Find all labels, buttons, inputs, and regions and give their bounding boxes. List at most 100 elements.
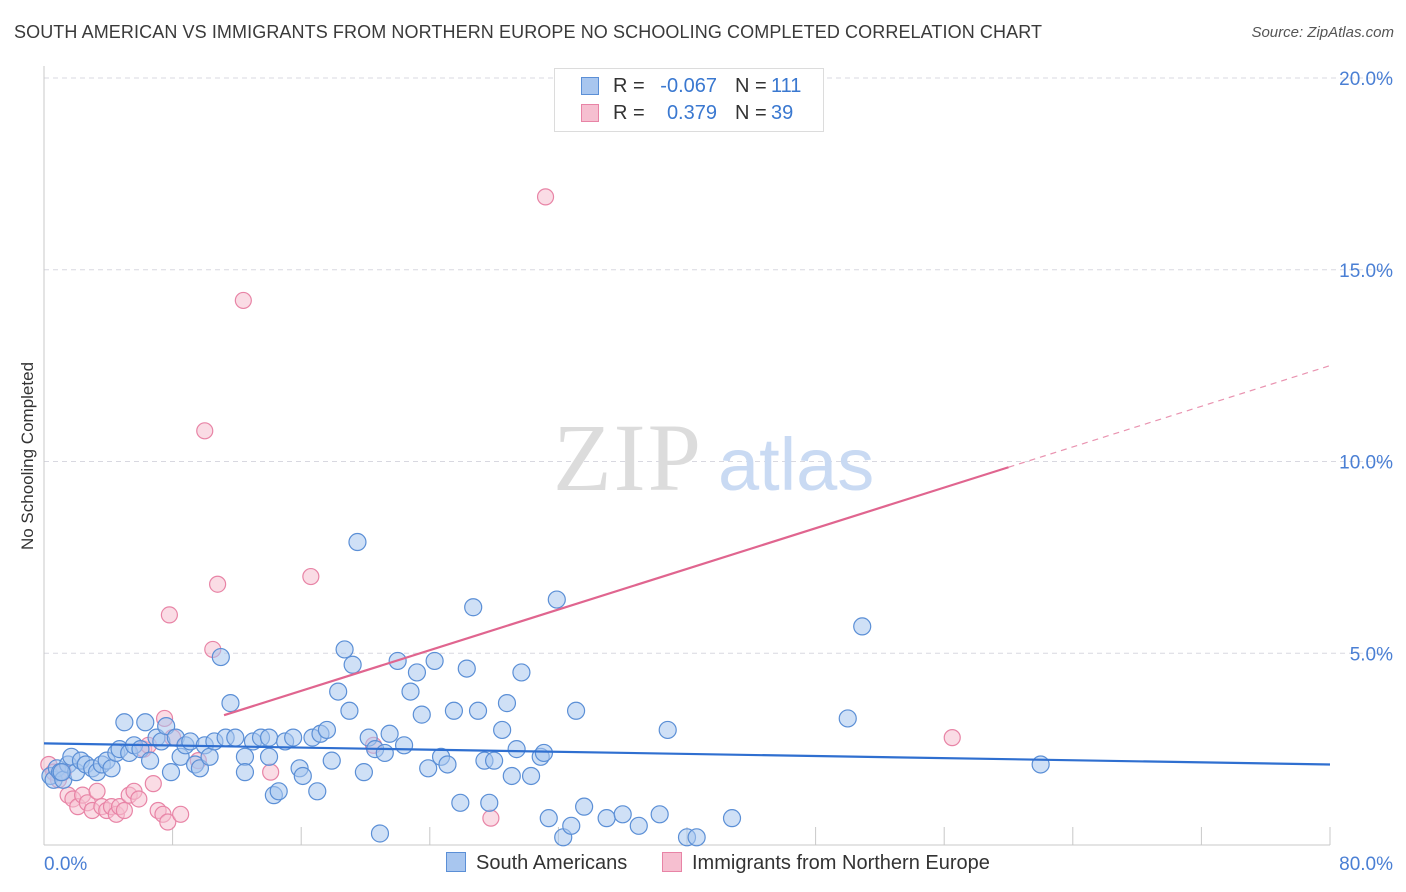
legend-swatch-pink bbox=[581, 104, 599, 122]
data-point-south-americans bbox=[412, 705, 431, 724]
data-point-south-americans bbox=[597, 809, 616, 828]
data-point-south-americans bbox=[259, 728, 279, 747]
data-point-south-americans bbox=[853, 617, 872, 636]
legend-r-label: R = bbox=[613, 102, 645, 124]
trend-line-northern-europe-extension bbox=[1008, 365, 1331, 468]
data-point-south-americans bbox=[317, 720, 337, 740]
y-tick-label: 5.0% bbox=[1350, 644, 1393, 665]
chart-title: SOUTH AMERICAN VS IMMIGRANTS FROM NORTHE… bbox=[14, 22, 1043, 42]
series-south-americans bbox=[41, 532, 1050, 847]
data-point-south-americans bbox=[343, 655, 362, 674]
data-point-south-americans bbox=[480, 793, 499, 812]
data-point-south-americans bbox=[438, 755, 457, 774]
data-point-south-americans bbox=[115, 713, 134, 732]
data-point-south-americans bbox=[521, 766, 541, 786]
data-point-northern-europe bbox=[196, 422, 214, 440]
y-tick-label: 15.0% bbox=[1339, 261, 1393, 282]
data-point-south-americans bbox=[534, 743, 554, 763]
bottom-legend-label: Immigrants from Northern Europe bbox=[692, 852, 990, 874]
data-point-south-americans bbox=[284, 728, 303, 747]
data-point-northern-europe bbox=[209, 575, 227, 593]
data-point-south-americans bbox=[419, 759, 438, 778]
data-point-south-americans bbox=[562, 816, 581, 835]
legend-r-value: 0.379 bbox=[666, 102, 717, 124]
data-point-northern-europe bbox=[172, 805, 190, 823]
data-point-south-americans bbox=[308, 782, 327, 801]
data-point-northern-europe bbox=[130, 790, 148, 808]
x-tick-label: 80.0% bbox=[1339, 854, 1393, 875]
data-point-south-americans bbox=[221, 694, 240, 713]
y-tick-label: 10.0% bbox=[1339, 453, 1393, 474]
data-point-south-americans bbox=[650, 805, 669, 824]
grid-lines bbox=[44, 77, 1392, 654]
data-point-south-americans bbox=[468, 701, 488, 720]
data-point-south-americans bbox=[493, 720, 512, 740]
data-point-south-americans bbox=[102, 759, 121, 778]
bottom-legend-swatch-pink bbox=[662, 852, 682, 872]
data-point-northern-europe bbox=[536, 188, 555, 206]
data-point-south-americans bbox=[658, 720, 677, 740]
data-point-south-americans bbox=[451, 793, 470, 812]
source-label: Source: ZipAtlas.com bbox=[1251, 24, 1394, 41]
data-point-south-americans bbox=[512, 663, 531, 682]
data-point-northern-europe bbox=[234, 291, 252, 310]
data-point-south-americans bbox=[507, 740, 526, 759]
data-point-south-americans bbox=[485, 751, 504, 770]
data-point-south-americans bbox=[502, 766, 521, 786]
data-point-south-americans bbox=[375, 743, 394, 763]
data-point-south-americans bbox=[200, 747, 219, 766]
data-point-south-americans bbox=[394, 736, 414, 755]
data-point-south-americans bbox=[722, 809, 742, 828]
data-point-south-americans bbox=[370, 824, 390, 843]
data-point-south-americans bbox=[161, 763, 181, 782]
data-point-south-americans bbox=[293, 766, 312, 786]
data-point-south-americans bbox=[407, 663, 427, 682]
data-point-south-americans bbox=[348, 532, 367, 552]
legend-r-label: R = bbox=[613, 75, 645, 97]
trend-lines bbox=[43, 365, 1331, 766]
data-point-south-americans bbox=[235, 763, 255, 782]
data-point-south-americans bbox=[566, 701, 586, 720]
bottom-legend-northern-europe: Immigrants from Northern Europe bbox=[662, 852, 990, 875]
data-point-northern-europe bbox=[88, 782, 106, 800]
watermark-atlas: atlas bbox=[718, 423, 874, 506]
data-point-south-americans bbox=[322, 751, 341, 770]
data-point-south-americans bbox=[687, 828, 706, 847]
data-point-south-americans bbox=[259, 747, 279, 766]
bottom-legend-south-americans: South Americans bbox=[446, 852, 627, 875]
trend-line-south-americans bbox=[43, 742, 1331, 766]
watermark: ZIP atlas bbox=[553, 404, 874, 511]
data-point-south-americans bbox=[401, 682, 420, 701]
data-point-south-americans bbox=[457, 659, 476, 678]
data-point-northern-europe bbox=[160, 606, 178, 624]
data-point-south-americans bbox=[613, 805, 632, 824]
watermark-zip: ZIP bbox=[553, 404, 703, 511]
data-point-northern-europe bbox=[262, 763, 280, 781]
legend-n-label: N = bbox=[735, 75, 767, 97]
x-tick-label: 0.0% bbox=[44, 854, 87, 875]
data-point-south-americans bbox=[235, 747, 255, 766]
data-point-south-americans bbox=[539, 809, 558, 828]
data-point-south-americans bbox=[52, 763, 71, 782]
data-point-south-americans bbox=[629, 816, 648, 835]
data-point-south-americans bbox=[340, 701, 359, 720]
data-point-south-americans bbox=[335, 640, 354, 659]
legend-swatch-blue bbox=[581, 77, 599, 95]
data-point-south-americans bbox=[425, 651, 444, 671]
trend-line-northern-europe bbox=[223, 466, 1009, 717]
bottom-legend-swatch-blue bbox=[446, 852, 466, 872]
data-point-northern-europe bbox=[115, 801, 133, 820]
legend-n-label: N = bbox=[735, 102, 767, 124]
data-point-south-americans bbox=[226, 728, 245, 747]
data-point-south-americans bbox=[547, 590, 566, 609]
legend-n-value: 39 bbox=[771, 102, 794, 124]
data-point-northern-europe bbox=[159, 813, 177, 831]
legend-r-value: -0.067 bbox=[660, 75, 717, 97]
data-point-northern-europe bbox=[144, 775, 162, 793]
data-point-south-americans bbox=[444, 701, 464, 720]
data-point-south-americans bbox=[380, 724, 399, 743]
data-point-south-americans bbox=[329, 682, 348, 701]
data-point-south-americans bbox=[497, 694, 517, 713]
data-point-south-americans bbox=[354, 763, 373, 782]
legend-n-value: 111 bbox=[771, 75, 802, 97]
